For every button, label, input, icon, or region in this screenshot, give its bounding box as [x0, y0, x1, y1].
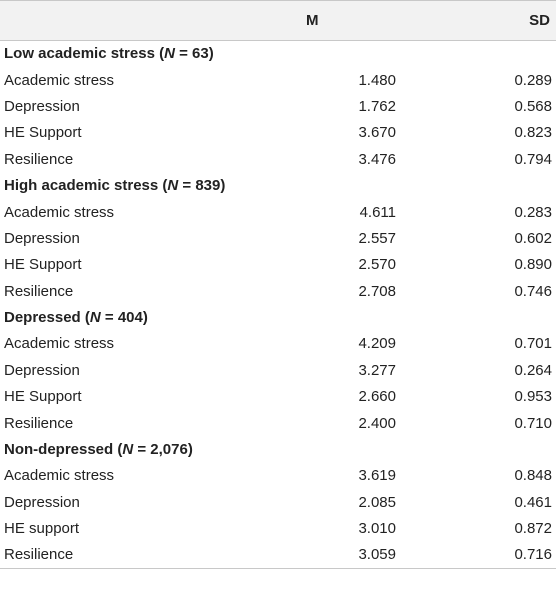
- table-row: Academic stress 1.480 0.289: [0, 67, 556, 93]
- group-title-prefix: Low academic stress (: [4, 45, 165, 63]
- group-title-suffix: = 839): [178, 177, 226, 195]
- variable-label-cell: Depression: [4, 493, 80, 511]
- sample-size-symbol: N: [89, 309, 101, 327]
- table-body: Low academic stress (N = 63) Academic str…: [0, 41, 556, 569]
- variable-label-cell: Academic stress: [4, 335, 115, 353]
- descriptive-statistics-table: M SD Low academic stress (N = 63) Academi…: [0, 0, 556, 569]
- table-row: Academic stress 3.619 0.848: [0, 463, 556, 489]
- variable-label-cell: Depression: [4, 361, 80, 379]
- mean-value-cell: 1.480: [358, 71, 396, 89]
- group-title-prefix: High academic stress (: [4, 177, 168, 195]
- mean-value-cell: 3.277: [358, 361, 396, 379]
- sd-value-cell: 0.701: [514, 335, 552, 353]
- sample-size-symbol: N: [122, 441, 134, 459]
- mean-value-cell: 3.476: [358, 150, 396, 168]
- group-title-prefix: Depressed (: [4, 309, 90, 327]
- mean-value-cell: 4.611: [359, 203, 396, 221]
- table-row: Resilience 3.059 0.716: [0, 541, 556, 569]
- sd-value-cell: 0.283: [514, 203, 552, 221]
- mean-value-cell: 3.670: [358, 124, 396, 142]
- group-title: High academic stress (N = 839): [0, 172, 556, 198]
- table-row: Academic stress 4.611 0.283: [0, 199, 556, 225]
- variable-label-cell: Resilience: [4, 414, 74, 432]
- variable-label-cell: Resilience: [4, 282, 74, 300]
- mean-value-cell: 3.619: [358, 467, 396, 485]
- variable-label-cell: Academic stress: [4, 203, 115, 221]
- mean-value-cell: 3.010: [358, 520, 396, 538]
- variable-label-cell: HE Support: [4, 388, 82, 406]
- group-title-suffix: = 404): [100, 309, 148, 327]
- sd-value-cell: 0.461: [514, 493, 552, 511]
- variable-label-cell: Depression: [4, 97, 80, 115]
- group-title-suffix: = 2,076): [133, 441, 193, 459]
- mean-value-cell: 2.557: [358, 229, 396, 247]
- sd-value-cell: 0.848: [514, 467, 552, 485]
- table-row: Depression 2.085 0.461: [0, 489, 556, 515]
- sd-value-cell: 0.872: [514, 520, 552, 538]
- group-header-row: Low academic stress (N = 63): [0, 41, 556, 67]
- mean-value-cell: 4.209: [358, 335, 396, 353]
- header-sd: SD: [396, 0, 556, 41]
- mean-value-cell: 2.708: [358, 282, 396, 300]
- table-row: Resilience 3.476 0.794: [0, 146, 556, 172]
- group-title-suffix: = 63): [174, 45, 214, 63]
- table-row: Depression 2.557 0.602: [0, 225, 556, 251]
- group-header-row: High academic stress (N = 839): [0, 172, 556, 198]
- sd-value-cell: 0.823: [514, 124, 552, 142]
- table-row: HE Support 3.670 0.823: [0, 120, 556, 146]
- mean-value-cell: 2.085: [358, 493, 396, 511]
- table-row: Resilience 2.400 0.710: [0, 410, 556, 436]
- mean-value-cell: 2.400: [358, 414, 396, 432]
- header-mean: M: [300, 0, 396, 41]
- variable-label-cell: HE Support: [4, 256, 82, 274]
- variable-label-cell: HE support: [4, 520, 80, 538]
- sample-size-symbol: N: [164, 45, 175, 63]
- sample-size-symbol: N: [167, 177, 179, 195]
- sd-value-cell: 0.953: [514, 388, 552, 406]
- sd-value-cell: 0.890: [514, 256, 552, 274]
- table-row: Resilience 2.708 0.746: [0, 278, 556, 304]
- table-row: Depression 3.277 0.264: [0, 357, 556, 383]
- variable-label-cell: Academic stress: [4, 71, 115, 89]
- sd-value-cell: 0.602: [514, 229, 552, 247]
- table-header: M SD: [0, 0, 556, 41]
- table-row: Academic stress 4.209 0.701: [0, 331, 556, 357]
- sd-value-cell: 0.568: [514, 97, 552, 115]
- sd-value-cell: 0.289: [514, 71, 552, 89]
- mean-value-cell: 2.570: [358, 256, 396, 274]
- mean-value-cell: 1.762: [358, 97, 396, 115]
- group-header-row: Non-depressed (N = 2,076): [0, 436, 556, 462]
- table-row: HE Support 2.660 0.953: [0, 384, 556, 410]
- table-row: HE Support 2.570 0.890: [0, 252, 556, 278]
- table-row: HE support 3.010 0.872: [0, 516, 556, 542]
- table-row: Depression 1.762 0.568: [0, 93, 556, 119]
- variable-label-cell: Academic stress: [4, 467, 115, 485]
- variable-label-cell: Resilience: [4, 150, 74, 168]
- sd-value-cell: 0.746: [514, 282, 552, 300]
- sd-value-cell: 0.794: [514, 150, 552, 168]
- mean-value-cell: 2.660: [358, 388, 396, 406]
- mean-value-cell: 3.059: [300, 541, 396, 569]
- sd-value-cell: 0.264: [514, 361, 552, 379]
- group-title: Non-depressed (N = 2,076): [0, 436, 556, 462]
- header-row: M SD: [0, 0, 556, 41]
- group-title-prefix: Non-depressed (: [4, 441, 123, 459]
- group-header-row: Depressed (N = 404): [0, 304, 556, 330]
- sd-value-cell: 0.716: [396, 541, 556, 569]
- group-title: Low academic stress (N = 63): [0, 41, 556, 67]
- variable-label-cell: Resilience: [0, 541, 300, 569]
- sd-value-cell: 0.710: [514, 414, 552, 432]
- header-label: [0, 0, 300, 41]
- group-title: Depressed (N = 404): [0, 304, 556, 330]
- variable-label-cell: HE Support: [4, 124, 82, 142]
- variable-label-cell: Depression: [4, 229, 80, 247]
